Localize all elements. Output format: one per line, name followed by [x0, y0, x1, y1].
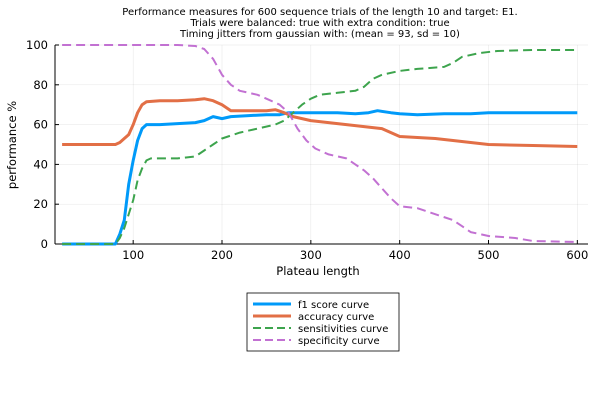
legend-label-4: specificity curve [298, 336, 380, 347]
y-axis-label: performance % [5, 101, 19, 189]
series-line-4 [62, 44, 578, 243]
title-line-2: Trials were balanced: true with extra co… [189, 18, 449, 29]
x-tick-label: 500 [478, 248, 500, 262]
y-tick-label: 60 [33, 118, 48, 132]
y-tick-label: 40 [33, 157, 48, 171]
x-tick-label: 600 [566, 248, 588, 262]
x-tick-label: 200 [211, 248, 233, 262]
x-tick-label: 100 [122, 248, 144, 262]
series-line-2 [62, 97, 578, 148]
series-line-1 [62, 109, 578, 246]
y-tick-label: 80 [33, 78, 48, 92]
y-tick-label: 0 [41, 237, 48, 251]
x-axis-label: Plateau length [276, 264, 359, 278]
chart-title: Performance measures for 600 sequence tr… [122, 7, 517, 40]
x-tick-label: 300 [300, 248, 322, 262]
series-line-3 [62, 49, 578, 245]
tick-labels: 100 200 300 400 500 600 0 20 40 60 80 100 [26, 38, 588, 262]
title-line-1: Performance measures for 600 sequence tr… [122, 7, 517, 18]
legend-label-2: accuracy curve [298, 312, 374, 323]
legend-label-1: f1 score curve [298, 300, 369, 311]
axes [54, 44, 588, 245]
legend-label-3: sensitivities curve [298, 324, 388, 335]
plot-area [62, 44, 578, 246]
title-line-3: Timing jitters from gaussian with: (mean… [179, 29, 460, 40]
x-tick-label: 400 [389, 248, 411, 262]
y-tick-label: 100 [26, 38, 48, 52]
y-tick-label: 20 [33, 197, 48, 211]
